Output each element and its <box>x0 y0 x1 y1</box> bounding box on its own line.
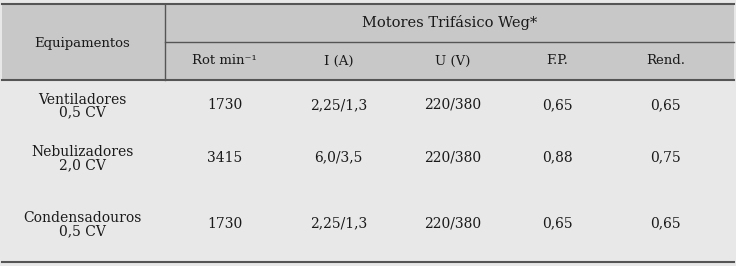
Text: 1730: 1730 <box>207 217 242 231</box>
Text: Nebulizadores: Nebulizadores <box>32 145 134 159</box>
Text: 6,0/3,5: 6,0/3,5 <box>314 151 363 164</box>
Text: 1730: 1730 <box>207 98 242 112</box>
Text: 220/380: 220/380 <box>424 151 481 164</box>
Text: 2,0 CV: 2,0 CV <box>59 158 106 172</box>
Text: 2,25/1,3: 2,25/1,3 <box>310 217 367 231</box>
Text: 0,5 CV: 0,5 CV <box>59 106 106 119</box>
Text: Condensadouros: Condensadouros <box>24 211 142 225</box>
Text: Rend.: Rend. <box>646 55 685 68</box>
Text: 2,25/1,3: 2,25/1,3 <box>310 98 367 112</box>
Text: 0,75: 0,75 <box>651 151 681 164</box>
Text: 0,65: 0,65 <box>542 98 573 112</box>
Text: Motores Trifásico Weg*: Motores Trifásico Weg* <box>362 15 537 31</box>
Text: 220/380: 220/380 <box>424 98 481 112</box>
Text: Rot min⁻¹: Rot min⁻¹ <box>192 55 257 68</box>
Text: 3415: 3415 <box>207 151 242 164</box>
Text: 0,65: 0,65 <box>651 98 681 112</box>
Bar <box>2 80 734 262</box>
Text: 220/380: 220/380 <box>424 217 481 231</box>
Text: U (V): U (V) <box>435 55 470 68</box>
Text: 0,5 CV: 0,5 CV <box>59 224 106 238</box>
Text: Equipamentos: Equipamentos <box>35 38 130 51</box>
Text: Ventiladores: Ventiladores <box>38 93 127 106</box>
Text: F.P.: F.P. <box>547 55 568 68</box>
Text: 0,65: 0,65 <box>542 217 573 231</box>
Text: I (A): I (A) <box>324 55 353 68</box>
Bar <box>2 4 734 80</box>
Text: 0,88: 0,88 <box>542 151 573 164</box>
Text: 0,65: 0,65 <box>651 217 681 231</box>
